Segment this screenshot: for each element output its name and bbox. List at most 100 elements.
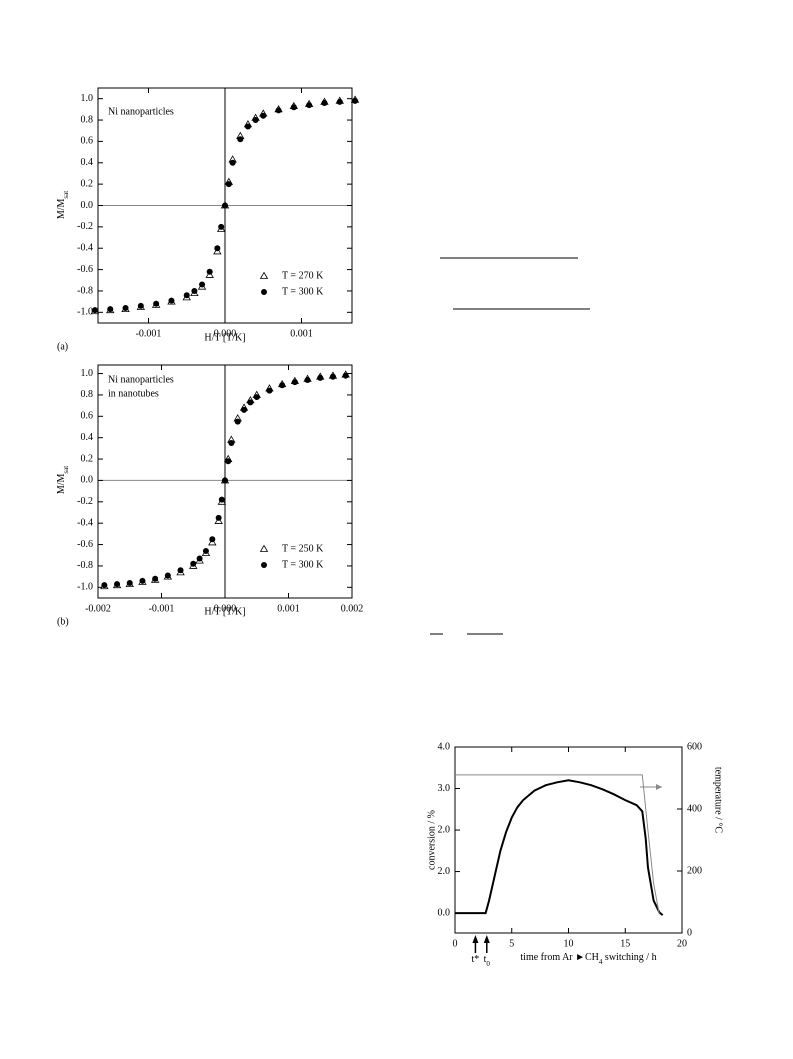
annotation-text: t bbox=[484, 954, 487, 965]
y2-axis-label: temperature / °C bbox=[713, 767, 724, 834]
y-tick-label: 2.0 bbox=[438, 824, 451, 835]
annotation: Ni nanoparticles bbox=[108, 106, 174, 117]
data-point bbox=[196, 555, 203, 562]
y-tick-label: 0.2 bbox=[81, 178, 94, 189]
x-tick-label: 0.000 bbox=[214, 603, 237, 614]
data-point bbox=[222, 477, 228, 484]
x-axis-label-text: switching / h bbox=[602, 952, 656, 963]
y-tick-label: -1.0 bbox=[77, 582, 93, 593]
data-point bbox=[101, 582, 108, 589]
y-axis-label: M/Msat bbox=[56, 191, 69, 219]
data-point bbox=[352, 97, 359, 104]
data-point bbox=[228, 440, 235, 447]
x-tick-label: 0.001 bbox=[290, 328, 313, 339]
y-tick-label: 0.4 bbox=[81, 432, 94, 443]
data-point bbox=[191, 287, 198, 294]
data-point bbox=[306, 102, 313, 109]
annotation: t* bbox=[472, 954, 480, 965]
data-point bbox=[342, 372, 349, 379]
y-axis-label-text: M/M bbox=[56, 199, 67, 220]
data-point bbox=[91, 307, 98, 314]
x-tick-label: -0.001 bbox=[136, 328, 162, 339]
legend-marker bbox=[261, 562, 267, 568]
annotation-text: t* bbox=[472, 954, 480, 965]
x-tick-label: 20 bbox=[677, 938, 687, 949]
annotation: t0 bbox=[484, 954, 491, 967]
y2-tick-label: 200 bbox=[687, 865, 702, 876]
annotation-arrow-head bbox=[483, 935, 490, 943]
data-point bbox=[253, 394, 260, 401]
annotation-arrow-head bbox=[472, 935, 479, 943]
data-point bbox=[214, 245, 221, 252]
data-point bbox=[202, 547, 209, 554]
data-point bbox=[252, 117, 259, 124]
x-tick-label: 15 bbox=[620, 938, 630, 949]
data-point bbox=[237, 136, 244, 143]
data-line bbox=[455, 774, 660, 915]
y-tick-label: 0.6 bbox=[81, 136, 94, 147]
data-point bbox=[317, 374, 324, 381]
data-point bbox=[321, 99, 328, 106]
data-point bbox=[291, 379, 298, 386]
data-point bbox=[229, 159, 236, 166]
data-point bbox=[153, 300, 160, 307]
x-tick-label: 5 bbox=[509, 938, 514, 949]
x-tick-label: 10 bbox=[564, 938, 574, 949]
data-point bbox=[206, 268, 213, 275]
y-axis-label: conversion / % bbox=[426, 810, 437, 870]
panel-label: (a) bbox=[57, 341, 68, 352]
y-tick-label: 0.8 bbox=[81, 114, 94, 125]
data-point bbox=[336, 98, 343, 105]
legend-label: T = 300 K bbox=[282, 286, 324, 297]
x-tick-label: 0.002 bbox=[341, 603, 364, 614]
x-tick-label: 0 bbox=[453, 938, 458, 949]
x-tick-label: -0.002 bbox=[85, 603, 111, 614]
y-tick-label: 1.0 bbox=[81, 368, 94, 379]
y-tick-label: -0.4 bbox=[77, 243, 93, 254]
data-point bbox=[126, 580, 133, 587]
data-point bbox=[260, 112, 267, 119]
data-point bbox=[183, 292, 190, 299]
data-line bbox=[455, 779, 664, 916]
axis-arrow-head bbox=[656, 784, 662, 790]
data-point bbox=[266, 387, 273, 394]
data-point bbox=[279, 382, 286, 389]
y-tick-label: 0.2 bbox=[81, 453, 94, 464]
y-tick-label: 1.0 bbox=[81, 93, 94, 104]
data-point bbox=[304, 376, 311, 383]
data-point bbox=[107, 306, 114, 313]
data-point bbox=[190, 560, 197, 567]
y-tick-label: -0.8 bbox=[77, 560, 93, 571]
legend-marker bbox=[259, 271, 269, 279]
data-point bbox=[275, 107, 282, 114]
x-axis-label: H/T [T/K] bbox=[204, 332, 245, 343]
x-tick-label: 0.001 bbox=[277, 603, 300, 614]
legend-label: T = 250 K bbox=[282, 543, 324, 554]
x-axis-label-text: time from Ar ►CH bbox=[520, 952, 599, 963]
x-axis-label-subscript: 4 bbox=[599, 958, 603, 966]
data-point bbox=[152, 575, 159, 582]
x-axis-label: H/T [T/K] bbox=[204, 606, 245, 617]
data-point bbox=[209, 536, 216, 543]
data-point bbox=[139, 577, 146, 584]
y-tick-label: -1.0 bbox=[77, 307, 93, 318]
y-axis-label-subscript: sat bbox=[62, 466, 70, 474]
x-tick-label: 0.000 bbox=[214, 328, 237, 339]
data-point bbox=[122, 305, 129, 312]
data-point bbox=[177, 567, 184, 574]
y2-tick-label: 600 bbox=[687, 741, 702, 752]
data-point bbox=[244, 123, 251, 130]
y2-tick-label: 0 bbox=[687, 927, 692, 938]
data-point bbox=[234, 418, 241, 425]
data-point bbox=[199, 281, 206, 288]
y-tick-label: 0.6 bbox=[81, 411, 94, 422]
x-axis-label: time from Ar ►CH4 switching / h bbox=[520, 952, 656, 965]
data-point bbox=[164, 572, 171, 579]
data-point bbox=[290, 104, 297, 111]
y-tick-label: 0.4 bbox=[81, 157, 94, 168]
y-tick-label: -0.2 bbox=[77, 221, 93, 232]
y-tick-label: 3.0 bbox=[438, 783, 451, 794]
annotation: in nanotubes bbox=[108, 388, 159, 399]
